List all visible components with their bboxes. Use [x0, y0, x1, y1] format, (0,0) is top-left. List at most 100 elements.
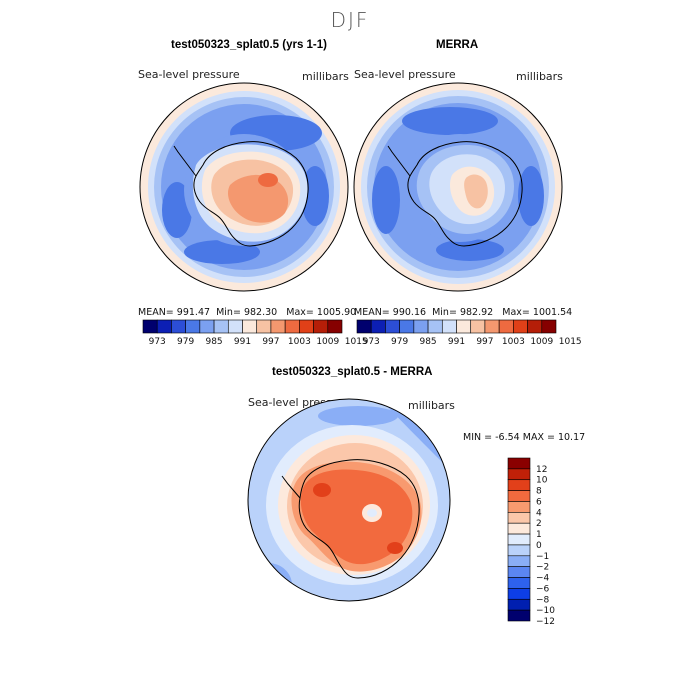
panel1-stats: MEAN= 991.47 Min= 982.30 Max= 1005.90 [138, 307, 356, 318]
panel2-peninsula [387, 145, 411, 177]
panel2-low-south [436, 239, 504, 261]
panel2-max-label: Max= [502, 307, 530, 318]
panel2-colorbar-swatch [527, 319, 543, 334]
diff-colorbar-swatch [507, 457, 531, 470]
panel1-colorbar-swatch [242, 319, 258, 334]
diff-colorbar-tick-label: 4 [536, 508, 542, 518]
panel1-colorbar: 973 979 985 991 997 1003 1009 1015 [142, 319, 368, 347]
panel2-max: 1001.54 [532, 307, 573, 318]
diff-units: millibars [408, 399, 455, 412]
panel1-units: millibars [302, 70, 349, 83]
panel2-high-1003 [464, 174, 488, 209]
panel2-colorbar-swatch [399, 319, 415, 334]
panel2-map [353, 82, 563, 292]
panel1-colorbar-swatch [142, 319, 158, 334]
diff-colorbar-tick-label: −8 [536, 595, 550, 605]
panel2-colorbar-swatch [513, 319, 528, 334]
panel1-colorbar-swatch [171, 319, 186, 334]
diff-colorbar-swatch [507, 544, 531, 557]
panel2-colorbar-tick-label: 1003 [502, 337, 525, 347]
panel1-high-1006 [227, 174, 289, 223]
panel2-low-west [372, 166, 400, 234]
panel1-colorbar-swatch [270, 319, 286, 334]
panel1-colorbar-tick-label: 1009 [316, 337, 339, 347]
panel1-min: 982.30 [243, 307, 278, 318]
diff-colorbar-tick-label: 6 [536, 497, 542, 507]
diff-stats: MIN = -6.54 MAX = 10.17 [463, 432, 585, 443]
panel2-colorbar-tick-label: 991 [448, 337, 465, 347]
diff-neg-southwest [248, 563, 292, 601]
season-title: DJF [330, 8, 370, 32]
panel1-colorbar-swatch [327, 319, 343, 334]
diff-colorbar-tick-label: −12 [536, 617, 555, 627]
panel1-colorbar-tick-label: 997 [262, 337, 279, 347]
diff-colorbar-swatch [507, 609, 531, 622]
panel2-stats: MEAN= 990.16 Min= 982.92 Max= 1001.54 [354, 307, 572, 318]
diff-min-label: MIN = [463, 432, 493, 443]
panel2-colorbar-swatch [470, 319, 486, 334]
panel2-colorbar-tick-label: 1009 [530, 337, 553, 347]
panel2-border [353, 82, 563, 292]
diff-colorbar-swatch [507, 555, 531, 567]
panel2-low-east [518, 166, 544, 226]
diff-colorbar-swatch [507, 566, 531, 578]
diff-colorbar-tick-label: −6 [536, 584, 550, 594]
panel1-colorbar-swatch [299, 319, 314, 334]
panel2-colorbar-tick-label: 1015 [559, 337, 582, 347]
panel1-colorbar-swatch [313, 319, 329, 334]
panel2-colorbar-swatch [456, 319, 472, 334]
diff-colorbar-swatch [507, 501, 531, 513]
panel2-mean-label: MEAN= [354, 307, 390, 318]
panel1-max-label: Max= [286, 307, 314, 318]
diff-colorbar-tick-label: −1 [536, 552, 549, 562]
panel1-colorbar-swatch [284, 319, 300, 334]
panel1-colorbar-tick-label: 985 [205, 337, 222, 347]
panel2-colorbar-swatch [427, 319, 443, 334]
diff-colorbar-swatch [507, 598, 531, 611]
diff-colorbar-tick-label: 12 [536, 465, 547, 475]
panel1-low-south [184, 240, 260, 264]
panel1-colorbar-swatch [256, 319, 272, 334]
diff-max-label: MAX = [522, 432, 555, 443]
diff-colorbar-swatch [507, 522, 531, 535]
diff-high-spot-2 [387, 542, 403, 554]
panel1-colorbar-tick-label: 1003 [288, 337, 311, 347]
diff-colorbar-tick-label: 8 [536, 487, 542, 497]
panel2-colorbar-swatch [385, 319, 400, 334]
diff-colorbar-tick-label: −10 [536, 606, 555, 616]
panel1-mean: 991.47 [176, 307, 211, 318]
panel1-variable: Sea-level pressure [138, 68, 240, 81]
panel2-units: millibars [516, 70, 563, 83]
panel1-colorbar-tick-label: 991 [234, 337, 251, 347]
panel2-title: MERRA [436, 39, 479, 51]
panel1-antarctica-coastline [193, 141, 309, 247]
panel1-mean-label: MEAN= [138, 307, 174, 318]
panel1-map [139, 82, 349, 292]
diff-zero-spot [367, 509, 377, 517]
diff-colorbar-swatch [507, 588, 531, 600]
panel1-colorbar-swatch [156, 319, 172, 334]
diff-title: test050323_splat0.5 - MERRA [272, 366, 433, 378]
diff-colorbar-tick-label: 2 [536, 519, 542, 529]
panel1-title: test050323_splat0.5 (yrs 1-1) [171, 39, 327, 51]
diff-colorbar-tick-label: 10 [536, 476, 548, 486]
panel1-max: 1005.90 [316, 307, 357, 318]
diff-colorbar-swatch [507, 577, 531, 589]
panel2-colorbar-tick-label: 985 [419, 337, 436, 347]
panel2-variable: Sea-level pressure [354, 68, 456, 81]
panel2-min: 982.92 [459, 307, 494, 318]
panel2-colorbar-swatch [370, 319, 386, 334]
panel1-min-label: Min= [216, 307, 241, 318]
panel2-colorbar: 973 979 985 991 997 1003 1009 1015 [356, 319, 582, 347]
panel1-colorbar-swatch [213, 319, 229, 334]
panel1-colorbar-swatch [227, 319, 243, 334]
diff-colorbar-tick-label: −2 [536, 563, 549, 573]
panel1-colorbar-tick-label: 979 [177, 337, 194, 347]
panel2-colorbar-swatch [356, 319, 372, 334]
diff-neg-north [318, 406, 398, 426]
diff-peninsula [281, 475, 301, 499]
panel1-colorbar-tick-label: 1015 [345, 337, 368, 347]
diff-colorbar-tick-label: −4 [536, 574, 550, 584]
